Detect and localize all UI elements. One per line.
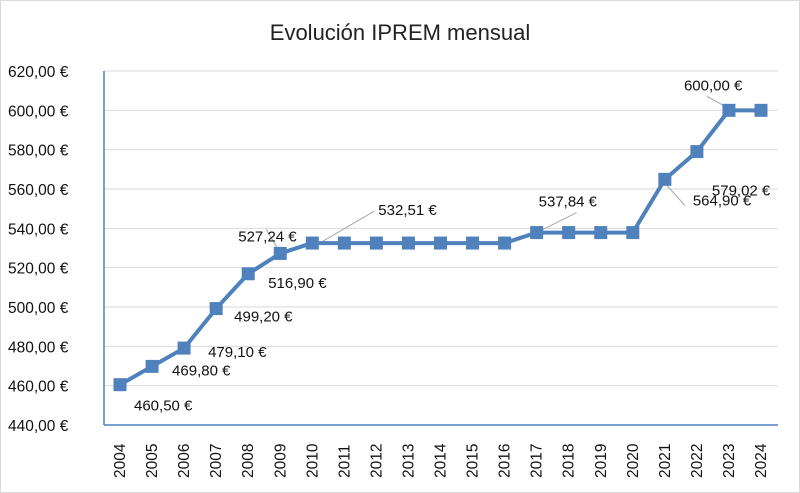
y-tick-label: 500,00 € [8, 300, 69, 317]
data-point-marker [594, 226, 608, 240]
x-tick-label: 2024 [753, 443, 770, 478]
data-point-marker [177, 341, 191, 355]
x-tick-label: 2011 [336, 445, 353, 478]
x-tick-label: 2022 [689, 444, 706, 478]
x-tick-label: 2009 [272, 444, 289, 478]
data-point-marker [498, 236, 512, 250]
x-tick-label: 2014 [433, 443, 450, 478]
x-tick-label: 2017 [529, 444, 546, 478]
data-point-marker [145, 359, 159, 373]
data-point-marker [273, 246, 287, 260]
y-tick-label: 620,00 € [8, 64, 69, 81]
series-group [113, 103, 768, 392]
data-label: 460,50 € [134, 398, 193, 415]
x-tick-label: 2007 [208, 444, 225, 478]
x-tick-label: 2016 [497, 444, 514, 478]
data-label-leader [316, 210, 375, 246]
x-tick-label: 2018 [561, 444, 578, 478]
data-label-leaders [265, 95, 726, 250]
x-tick-label: 2005 [144, 444, 161, 478]
data-point-marker [401, 236, 415, 250]
x-tick-label: 2020 [625, 443, 642, 478]
x-tick-label: 2015 [465, 444, 482, 478]
x-tick-label: 2013 [400, 444, 417, 478]
data-point-marker [369, 236, 383, 250]
data-label: 579,02 € [712, 183, 771, 200]
x-tick-label: 2006 [176, 444, 193, 478]
y-axis-ticks: 440,00 € 460,00 € 480,00 € 500,00 € 520,00 €… [8, 64, 69, 435]
y-tick-label: 440,00 € [8, 418, 69, 435]
data-label: 469,80 € [172, 362, 231, 379]
x-tick-label: 2023 [721, 444, 738, 478]
data-point-marker [209, 302, 223, 316]
data-point-marker [337, 236, 351, 250]
y-tick-label: 560,00 € [8, 182, 69, 199]
y-tick-label: 600,00 € [8, 103, 69, 120]
data-label-leader [265, 229, 279, 250]
x-tick-label: 2019 [593, 444, 610, 478]
data-point-marker [305, 236, 319, 250]
data-label-leader [706, 95, 726, 107]
data-point-marker [530, 226, 544, 240]
data-point-marker [562, 226, 576, 240]
data-label: 532,51 € [378, 202, 437, 219]
data-label: 600,00 € [684, 77, 743, 94]
data-label: 516,90 € [268, 275, 327, 292]
y-tick-label: 580,00 € [8, 143, 69, 160]
data-label-leader [666, 185, 686, 206]
y-tick-label: 460,00 € [8, 379, 69, 396]
data-label: 537,84 € [539, 194, 598, 211]
data-point-marker [722, 103, 736, 117]
data-label: 499,20 € [234, 309, 293, 326]
data-labels: 460,50 € 469,80 €479,10 € 499,20 € 516,90 €… [134, 77, 771, 414]
data-label: 479,10 € [208, 344, 267, 361]
data-point-marker [466, 236, 480, 250]
data-label-leader [540, 212, 577, 232]
y-tick-label: 480,00 € [8, 339, 69, 356]
x-tick-label: 2021 [657, 444, 674, 478]
data-label: 527,24 € [238, 228, 297, 245]
x-tick-label: 2004 [112, 443, 129, 478]
x-tick-label: 2010 [304, 443, 321, 478]
y-tick-label: 520,00 € [8, 261, 69, 278]
y-tick-label: 540,00 € [8, 221, 69, 238]
x-tick-label: 2012 [368, 444, 385, 478]
data-point-marker [434, 236, 447, 250]
data-point-marker [241, 267, 255, 281]
data-label: 564,90 € [693, 192, 752, 209]
data-point-marker [754, 103, 768, 117]
data-point-marker [626, 226, 640, 240]
data-point-marker [113, 378, 127, 392]
chart-title: Evolución IPREM mensual [270, 20, 530, 45]
gridlines [104, 70, 778, 387]
axes [103, 71, 778, 426]
data-point-marker [658, 172, 672, 186]
data-point-marker [690, 145, 704, 159]
x-tick-label: 2008 [240, 444, 257, 478]
x-axis-ticks: 2004 2005 2006 2007 2008 2009 2010 2011 2012 2013… [112, 443, 770, 478]
